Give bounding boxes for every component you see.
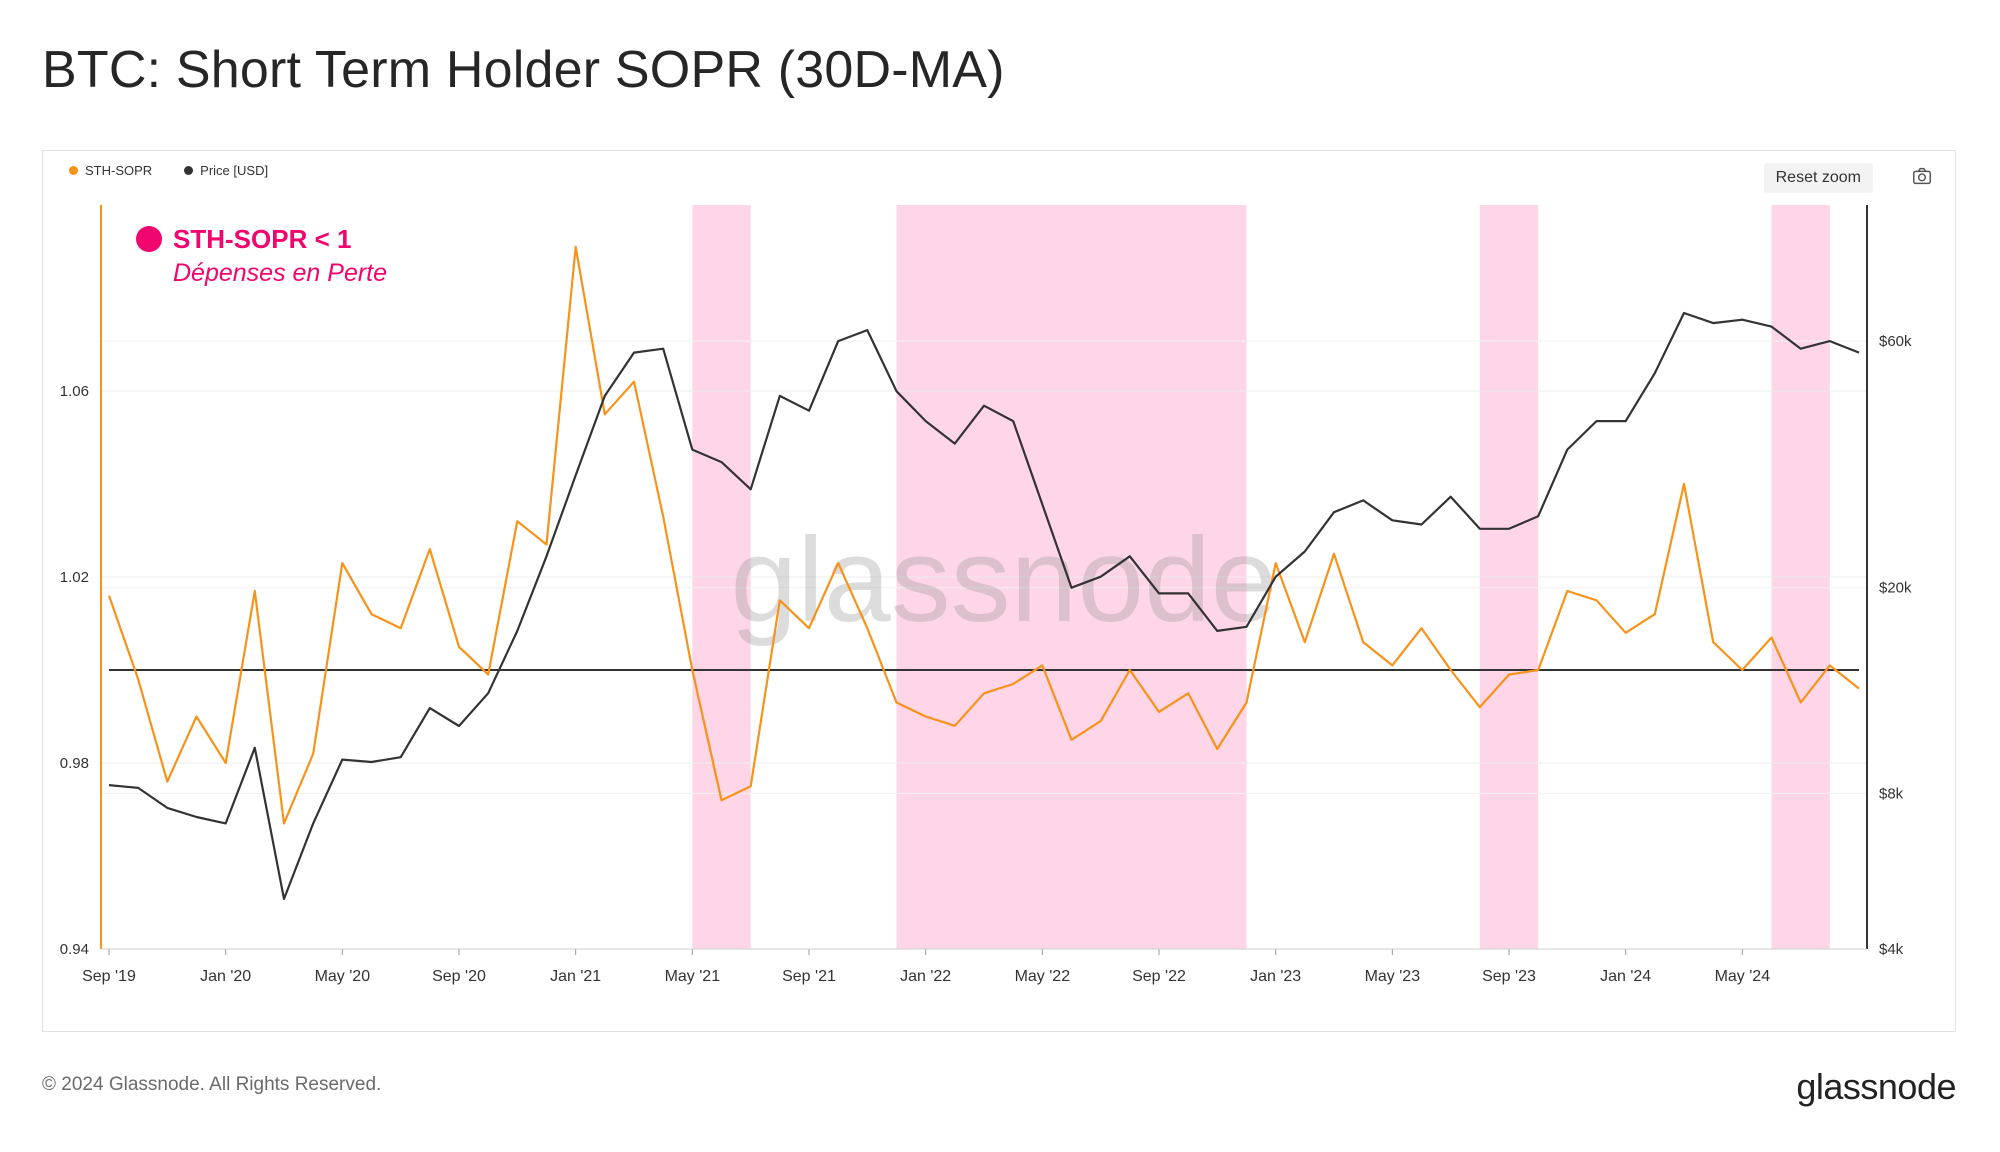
legend-dot-sth-sopr	[69, 166, 78, 175]
y-left-tick-label: 1.06	[60, 383, 89, 400]
legend-dot-price	[184, 166, 194, 175]
y-left-tick-label: 0.98	[60, 755, 89, 772]
x-tick-label: Jan '20	[200, 968, 251, 985]
chart-frame: STH-SOPR Price [USD] Reset zoom 0.94 0.98…	[42, 150, 1956, 1032]
x-tick-label: Sep '21	[782, 968, 836, 985]
legend-label-price: Price [USD]	[200, 163, 269, 178]
x-tick-label: Jan '21	[550, 968, 601, 985]
x-tick-label: Sep '23	[1482, 968, 1536, 985]
x-tick-label: Sep '22	[1132, 968, 1186, 985]
footer-logo: glassnode	[1796, 1066, 1956, 1107]
chart-plot: 0.94 0.98 1.02 1.06 $4k $8k $20k $60k Sep '19 Jan…	[60, 205, 1912, 985]
annotation-subtitle: Dépenses en Perte	[173, 259, 387, 287]
x-tick-label: May '20	[315, 968, 371, 985]
x-tick-label: May '22	[1015, 968, 1071, 985]
footer-copyright: © 2024 Glassnode. All Rights Reserved.	[42, 1074, 382, 1095]
y-right-tick-label: $60k	[1879, 333, 1912, 350]
y-right-tick-label: $20k	[1879, 580, 1912, 597]
x-tick-label: Jan '24	[1600, 968, 1651, 985]
x-tick-label: May '23	[1365, 968, 1421, 985]
legend-label-sth-sopr: STH-SOPR	[85, 163, 153, 178]
x-tick-label: Jan '23	[1250, 968, 1301, 985]
x-tick-label: Jan '22	[900, 968, 951, 985]
legend: STH-SOPR Price [USD]	[69, 163, 268, 178]
annotation-title: STH-SOPR < 1	[173, 224, 351, 254]
annotation-dot	[136, 226, 162, 252]
x-tick-label: Sep '19	[82, 968, 136, 985]
x-tick-label: Sep '20	[432, 968, 486, 985]
legend-item-price[interactable]: Price [USD]	[184, 163, 268, 178]
y-right-tick-label: $4k	[1879, 941, 1904, 958]
x-tick-label: May '21	[665, 968, 721, 985]
y-left-tick-label: 1.02	[60, 569, 89, 586]
reset-zoom-button[interactable]: Reset zoom	[1763, 163, 1873, 193]
y-left-tick-label: 0.94	[60, 941, 89, 958]
watermark: glassnode	[730, 513, 1277, 647]
camera-icon[interactable]	[1911, 165, 1933, 187]
series-line-sth-sopr	[107, 245, 1860, 825]
legend-item-sth-sopr[interactable]: STH-SOPR	[69, 163, 152, 178]
y-right-tick-label: $8k	[1879, 785, 1904, 802]
page-title: BTC: Short Term Holder SOPR (30D-MA)	[42, 41, 1005, 99]
x-tick-label: May '24	[1715, 968, 1771, 985]
series-line-price	[108, 311, 1860, 900]
